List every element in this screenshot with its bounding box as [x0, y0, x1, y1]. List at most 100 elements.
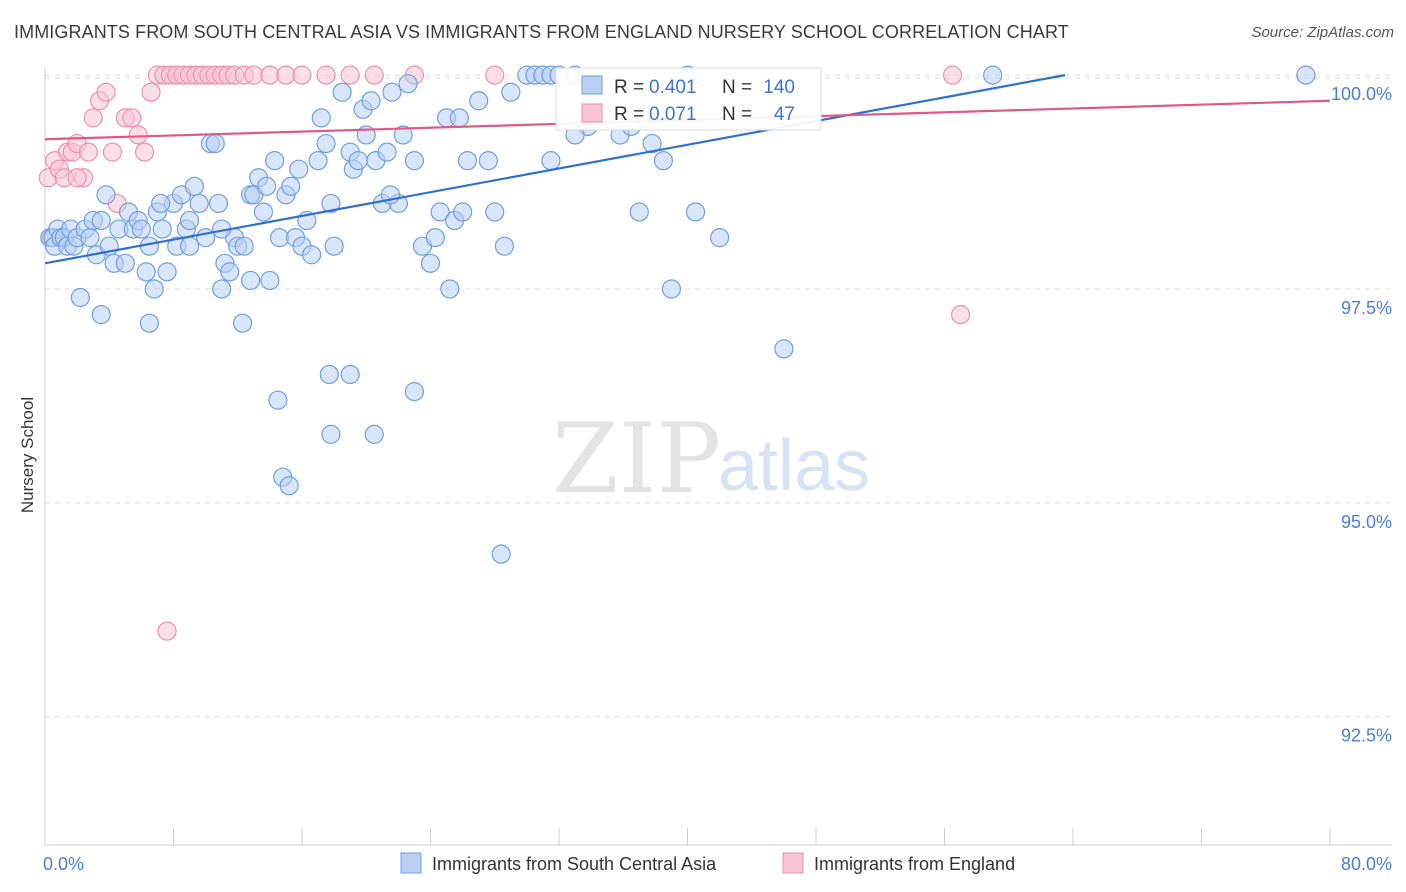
y-tick-label-1: 97.5% — [1341, 298, 1392, 318]
axes — [44, 68, 1392, 846]
sca-point-83 — [425, 228, 445, 248]
legend-pink-swatch — [782, 852, 804, 874]
sca-point-24 — [136, 262, 156, 282]
sca-point-72 — [361, 91, 381, 111]
eng-point-18 — [134, 142, 155, 162]
stats-blue-r-value: 0.401 — [649, 77, 697, 98]
sca-point-135 — [541, 151, 561, 171]
eng-point-39 — [340, 65, 360, 85]
sca-point-119 — [268, 390, 288, 410]
sca-point-124 — [404, 382, 425, 402]
sca-point-50 — [253, 202, 274, 222]
sca-point-66 — [332, 82, 352, 102]
stats-blue-r-label: R = — [614, 77, 644, 98]
sca-point-134 — [453, 202, 473, 222]
sca-point-111 — [710, 228, 730, 248]
sca-point-93 — [494, 236, 514, 256]
sca-point-129 — [151, 193, 171, 214]
sca-point-126 — [279, 476, 299, 496]
sca-point-86 — [440, 279, 460, 299]
x-tick-label-1: 80.0% — [1341, 854, 1392, 874]
sca-point-53 — [265, 151, 285, 171]
stats-box: R = 0.401 N = 140 R = 0.071 N = 47 — [555, 67, 822, 131]
sca-point-54 — [269, 228, 290, 248]
sca-point-120 — [319, 364, 339, 385]
sca-point-122 — [340, 364, 360, 385]
sca-point-26 — [144, 279, 164, 299]
stats-blue-n-label: N = — [722, 77, 752, 98]
sca-point-35 — [184, 176, 204, 196]
eng-point-42 — [485, 65, 505, 85]
y-axis-label: Nursery School — [18, 397, 37, 513]
sca-point-75 — [377, 142, 397, 162]
legend: Immigrants from South Central Asia Immig… — [400, 852, 1015, 874]
sca-point-94 — [501, 82, 521, 102]
sca-point-65 — [324, 236, 344, 256]
sca-point-23 — [131, 219, 151, 239]
stats-pink-n-value: 47 — [774, 104, 795, 125]
eng-point-43 — [942, 65, 963, 85]
sca-point-14 — [91, 210, 111, 231]
sca-point-114 — [1296, 65, 1316, 85]
sca-point-116 — [139, 313, 160, 333]
eng-point-38 — [316, 65, 336, 85]
sca-point-46 — [234, 236, 254, 256]
eng-point-13 — [102, 142, 123, 162]
sca-point-127 — [491, 544, 511, 564]
legend-blue-swatch — [400, 852, 422, 874]
y-tick-label-2: 95.0% — [1341, 512, 1392, 532]
source-credit: Source: ZipAtlas.com — [1251, 24, 1394, 41]
legend-label-south-central-asia: Immigrants from South Central Asia — [432, 854, 717, 874]
y-tick-label-0: 100.0% — [1331, 84, 1392, 104]
sca-point-91 — [478, 151, 498, 171]
sca-point-112 — [774, 339, 794, 359]
sca-point-51 — [257, 176, 277, 196]
watermark-zip: ZIP — [552, 403, 721, 515]
sca-point-128 — [70, 287, 90, 308]
sca-point-36 — [189, 193, 209, 214]
stats-pink-swatch — [581, 103, 603, 123]
eng-point-35 — [260, 65, 280, 85]
eng-point-44 — [950, 305, 971, 325]
eng-point-9 — [78, 142, 98, 162]
sca-point-62 — [311, 108, 331, 128]
sca-point-92 — [485, 202, 505, 222]
sca-point-34 — [179, 210, 200, 231]
sca-point-113 — [983, 65, 1003, 85]
sca-point-88 — [449, 108, 470, 128]
eng-point-40 — [364, 65, 384, 85]
sca-point-61 — [308, 151, 328, 171]
eng-point-36 — [276, 65, 296, 85]
legend-label-england: Immigrants from England — [814, 854, 1015, 874]
sca-point-115 — [91, 305, 111, 325]
sca-point-106 — [642, 133, 662, 154]
sca-point-11 — [80, 228, 100, 248]
eng-point-37 — [292, 65, 312, 85]
y-tick-labels: 100.0% 97.5% 95.0% 92.5% — [1331, 84, 1392, 746]
sca-point-82 — [420, 253, 441, 273]
stats-blue-n-value: 140 — [763, 77, 795, 98]
sca-point-29 — [157, 262, 177, 282]
stats-pink-r-label: R = — [614, 104, 644, 125]
sca-point-37 — [196, 228, 216, 248]
sca-trend-line — [44, 74, 1066, 265]
sca-point-132 — [289, 159, 309, 179]
sca-point-105 — [629, 202, 649, 222]
sca-point-43 — [220, 262, 240, 282]
sca-point-76 — [382, 82, 402, 102]
sca-point-39 — [205, 133, 225, 154]
gridlines — [45, 74, 1392, 718]
sca-point-107 — [653, 151, 674, 171]
eng-point-19 — [141, 82, 161, 102]
sca-point-130 — [179, 236, 200, 256]
eng-point-16 — [122, 108, 142, 128]
sca-point-40 — [208, 193, 229, 214]
sca-point-69 — [348, 151, 368, 171]
sca-point-64 — [321, 193, 341, 214]
stats-pink-r-value: 0.071 — [649, 104, 697, 125]
sca-point-121 — [321, 424, 341, 444]
sca-point-79 — [398, 74, 418, 94]
chart-title: IMMIGRANTS FROM SOUTH CENTRAL ASIA VS IM… — [14, 22, 1069, 42]
sca-point-63 — [316, 133, 336, 154]
